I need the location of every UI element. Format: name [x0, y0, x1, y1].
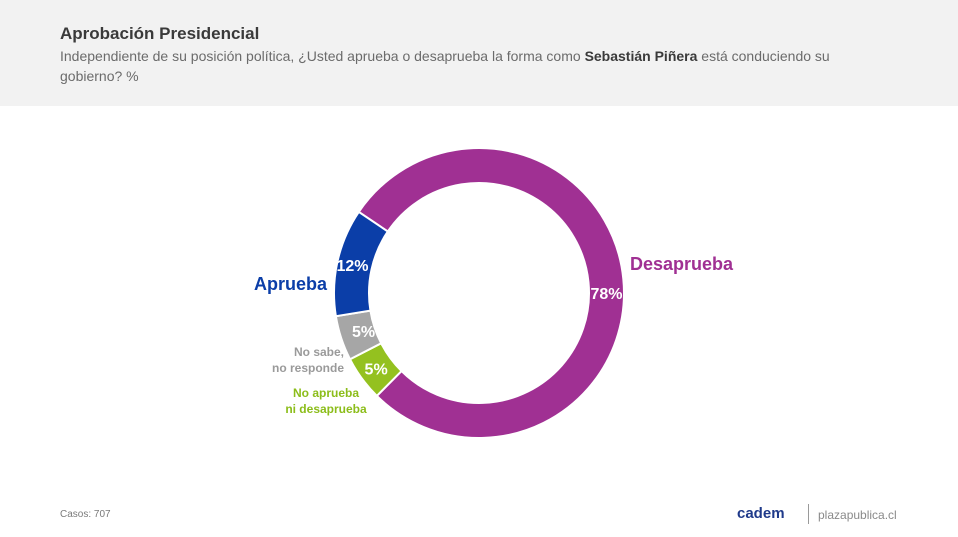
legend-label-desaprueba: Desaprueba: [630, 254, 734, 274]
subtitle-bold-name: Sebastián Piñera: [584, 48, 698, 64]
cases-count: Casos: 707: [60, 509, 111, 520]
page-subtitle: Independiente de su posición política, ¿…: [60, 46, 840, 86]
donut-slice-1: [357, 147, 625, 439]
donut-percent-label-4: 12%: [337, 258, 369, 275]
header-band: Aprobación Presidencial Independiente de…: [0, 0, 958, 106]
legend-label-nand-line2: ni desaprueba: [285, 402, 367, 416]
legend-label-nsnr-line1: No sabe,: [294, 345, 344, 359]
donut-segments: [333, 147, 625, 439]
legend-label-nand-line1: No aprueba: [293, 386, 359, 400]
donut-percent-label-1: 78%: [590, 286, 622, 303]
cadem-logo: cadem: [737, 505, 785, 522]
donut-percent-label-3: 5%: [352, 324, 375, 341]
subtitle-text-end: está conduciendo su gobierno? %: [60, 48, 830, 84]
legend-label-nsnr-line2: no responde: [272, 361, 344, 375]
footer-divider: [808, 504, 809, 524]
site-link[interactable]: plazapublica.cl: [818, 508, 897, 522]
page-title: Aprobación Presidencial: [60, 24, 260, 43]
donut-chart: 78% 5% 5% 12% Desaprueba Aprueba No sabe, n…: [254, 147, 734, 439]
legend-label-aprueba: Aprueba: [254, 274, 328, 294]
subtitle-text-start: Independiente de su posición política, ¿…: [60, 48, 585, 64]
donut-percent-labels: 78% 5% 5% 12%: [337, 258, 623, 378]
donut-slice-4: [333, 210, 390, 318]
donut-percent-label-2: 5%: [365, 361, 388, 378]
